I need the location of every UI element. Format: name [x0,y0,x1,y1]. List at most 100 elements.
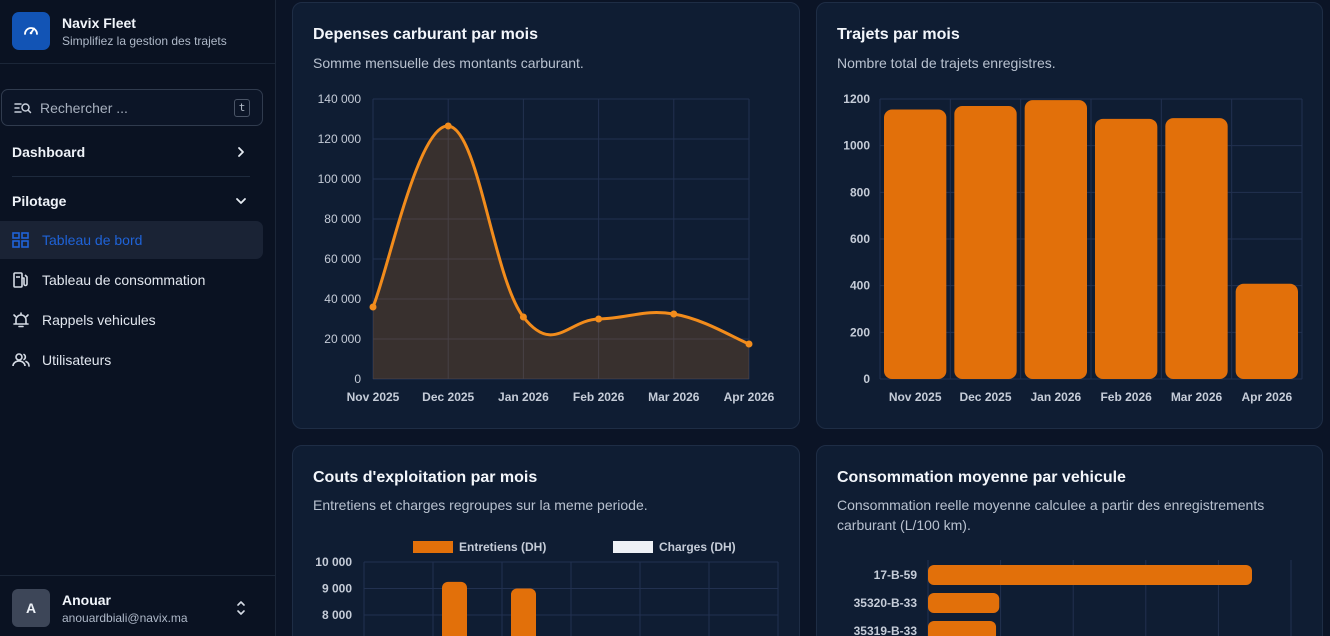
brand[interactable]: Navix Fleet Simplifiez la gestion des tr… [12,12,262,52]
y-tick-label: 1000 [843,139,870,153]
divider [12,176,250,177]
y-tick-label: 0 [863,372,870,386]
x-tick-label: Jan 2026 [1030,390,1081,404]
user-email: anouardbiali@navix.ma [62,611,188,625]
chevron-up-down-icon[interactable] [234,599,248,617]
sidebar-item-label: Rappels vehicules [42,312,156,328]
bar [1095,118,1158,379]
y-tick-label: 400 [850,279,870,293]
trips-bar-chart[interactable]: 0 200 400 600 800 1000 1200 Nov 2025 Dec 2025 Jan… [817,3,1323,429]
costs-bar-chart[interactable]: Entretiens (DH) Charges (DH) 10 000 9 000 8 … [293,446,800,636]
data-point [595,315,603,323]
y-tick-label: 0 [354,372,361,386]
nav-section-label: Pilotage [12,193,67,209]
speedometer-icon [12,12,50,50]
bar [954,106,1017,379]
fuel-area-chart[interactable]: 0 20 000 40 000 60 000 80 000 100 000 120 000 1… [293,3,800,429]
users-icon [12,353,30,367]
y-tick-label: 800 [850,185,870,199]
sidebar-item-rappels-vehicules[interactable]: Rappels vehicules [0,301,263,339]
legend-label: Entretiens (DH) [459,540,546,554]
search-input[interactable]: Rechercher ... t [1,89,263,126]
y-tick-label: 120 000 [318,132,362,146]
app-tagline: Simplifiez la gestion des trajets [62,34,227,48]
sidebar-item-tableau-de-bord[interactable]: Tableau de bord [0,221,263,259]
search-icon [14,103,32,114]
x-tick-label: Dec 2025 [422,390,474,404]
bar [884,109,947,379]
y-tick-label: 40 000 [324,292,361,306]
divider [0,575,276,576]
bar [1165,118,1228,379]
sidebar-item-label: Utilisateurs [42,352,112,368]
search-placeholder: Rechercher ... [40,100,128,116]
card-title: Trajets par mois [837,26,960,43]
x-tick-label: Mar 2026 [648,390,700,404]
x-tick-label: Apr 2026 [724,390,775,404]
sidebar-item-utilisateurs[interactable]: Utilisateurs [0,341,263,379]
alarm-icon [13,312,29,328]
y-tick-label: 600 [850,232,870,246]
y-tick-label: 17-B-59 [874,568,918,582]
bar [511,588,536,636]
y-tick-label: 9 000 [322,582,352,596]
bar [1235,283,1298,379]
fuel-expenses-card: Depenses carburant par mois Somme mensue… [292,2,800,429]
y-tick-label: 80 000 [324,212,361,226]
trips-card: Trajets par mois Nombre total de trajets… [816,2,1323,429]
sidebar-item-label: Tableau de bord [42,232,143,248]
legend-swatch [613,541,653,553]
nav-dashboard-label: Dashboard [12,144,86,160]
y-tick-label: 60 000 [324,252,361,266]
legend-label: Charges (DH) [659,540,736,554]
consumption-card: Consommation moyenne par vehicule Consom… [816,445,1323,636]
data-point [444,122,452,130]
area-fill [373,125,749,379]
y-tick-label: 8 000 [322,608,352,622]
y-tick-label: 100 000 [318,172,362,186]
bar [1024,100,1087,380]
data-point [745,340,753,348]
y-tick-label: 20 000 [324,332,361,346]
y-tick-label: 35319-B-33 [854,624,918,636]
x-tick-label: Feb 2026 [1100,390,1152,404]
sidebar-item-label: Tableau de consommation [42,272,206,288]
y-tick-label: 35320-B-33 [854,596,918,610]
y-tick-label: 1200 [843,92,870,106]
data-point [369,303,377,311]
x-tick-label: Mar 2026 [1171,390,1223,404]
legend-swatch [413,541,453,553]
bar [928,593,1000,613]
app-name: Navix Fleet [62,15,136,31]
card-title: Couts d'exploitation par mois [313,469,538,486]
card-description: Consommation reelle moyenne calculee a p… [837,497,1265,533]
y-tick-label: 200 [850,325,870,339]
search-shortcut: t [234,99,250,117]
bar [442,581,467,636]
divider [0,63,276,64]
card-description: Entretiens et charges regroupes sur la m… [313,497,648,513]
card-description: Nombre total de trajets enregistres. [837,55,1056,71]
x-tick-label: Apr 2026 [1241,390,1292,404]
chevron-down-icon [236,198,246,204]
data-point [519,313,527,321]
consumption-bar-chart[interactable]: 17-B-59 35320-B-33 35319-B-33 [817,446,1323,636]
card-title: Depenses carburant par mois [313,26,538,43]
operating-costs-card: Couts d'exploitation par mois Entretiens… [292,445,800,636]
y-tick-label: 10 000 [315,555,352,569]
avatar[interactable]: A [12,589,50,627]
bar [928,565,1252,585]
nav-section-pilotage[interactable]: Pilotage [12,189,252,213]
card-description: Somme mensuelle des montants carburant. [313,55,584,71]
x-tick-label: Feb 2026 [573,390,625,404]
grid-icon [12,232,29,248]
chevron-right-icon [238,147,244,157]
sidebar-item-tableau-de-consommation[interactable]: Tableau de consommation [0,261,263,299]
data-point [670,310,678,318]
card-title: Consommation moyenne par vehicule [837,469,1126,486]
sidebar: Navix Fleet Simplifiez la gestion des tr… [0,0,276,636]
nav-dashboard[interactable]: Dashboard [12,140,252,164]
x-tick-label: Nov 2025 [347,390,400,404]
bar [928,621,997,636]
user-name: Anouar [62,592,111,608]
